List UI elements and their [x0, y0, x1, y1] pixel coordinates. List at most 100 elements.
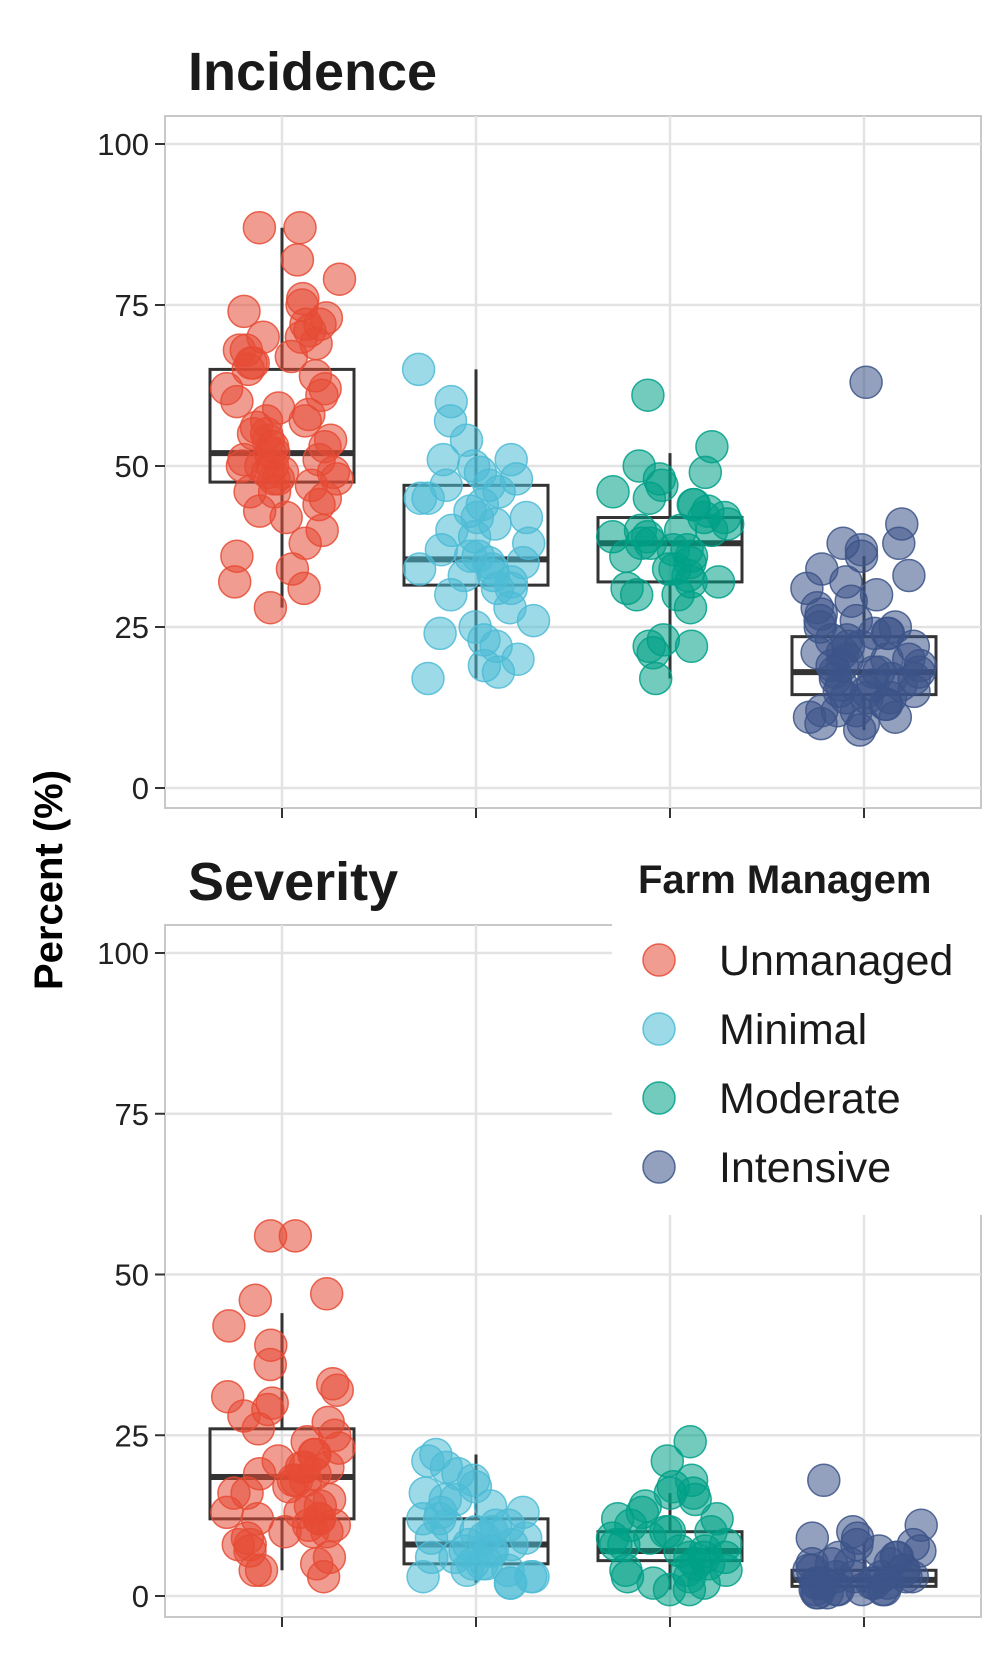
severity-point-unmanaged: [241, 1412, 275, 1446]
incidence-point-unmanaged: [257, 462, 291, 496]
severity-point-moderate: [649, 1514, 683, 1549]
severity-point-minimal: [508, 1521, 543, 1555]
incidence-point-intensive: [897, 674, 931, 709]
incidence-point-minimal: [494, 571, 529, 606]
incidence-point-unmanaged: [269, 500, 303, 535]
legend-title: Farm Managem: [638, 858, 931, 902]
incidence-point-intensive: [825, 648, 860, 683]
incidence-point-moderate: [596, 475, 630, 509]
severity-point-unmanaged: [233, 1527, 267, 1562]
severity-title: Severity: [188, 852, 398, 912]
severity-y-tick-label-50: 50: [115, 1258, 149, 1293]
severity-point-moderate: [673, 1540, 707, 1575]
severity-point-minimal: [478, 1508, 513, 1543]
incidence-point-unmanaged: [242, 210, 277, 245]
legend-item-minimal: Minimal: [642, 1006, 867, 1054]
severity-y-tick-label-100: 100: [97, 936, 149, 971]
incidence-point-moderate: [688, 455, 723, 490]
legend-swatch-intensive: [642, 1150, 676, 1184]
legend-label-minimal: Minimal: [719, 1006, 867, 1054]
incidence-point-minimal: [423, 616, 457, 651]
incidence-point-moderate: [674, 629, 709, 664]
severity-point-unmanaged: [295, 1514, 330, 1549]
severity-y-tick-label-0: 0: [132, 1579, 149, 1614]
severity-marks: [208, 1219, 938, 1610]
legend-background: [612, 845, 1003, 1215]
incidence-title: Incidence: [188, 42, 437, 102]
incidence-point-minimal: [411, 661, 445, 696]
severity-point-moderate: [652, 1572, 687, 1607]
incidence-point-minimal: [481, 655, 516, 689]
incidence-point-intensive: [857, 616, 892, 651]
incidence-point-minimal: [401, 352, 436, 387]
severity-point-unmanaged: [212, 1309, 246, 1343]
severity-point-minimal: [513, 1559, 548, 1594]
legend-label-moderate: Moderate: [719, 1075, 901, 1123]
incidence-point-unmanaged: [227, 294, 261, 329]
severity-point-unmanaged: [253, 1219, 288, 1253]
severity-point-unmanaged: [238, 1283, 273, 1317]
severity-point-unmanaged: [320, 1373, 354, 1407]
legend-swatch-moderate: [642, 1081, 676, 1115]
legend-item-intensive: Intensive: [642, 1144, 891, 1192]
incidence-point-moderate: [638, 661, 673, 696]
severity-y-axis: 0 25 50 75 100: [97, 936, 865, 1627]
incidence-point-intensive: [839, 693, 874, 728]
legend-label-intensive: Intensive: [719, 1144, 891, 1192]
severity-point-intensive: [807, 1463, 841, 1498]
legend-label-unmanaged: Unmanaged: [719, 937, 953, 985]
incidence-y-tick-label-100: 100: [97, 127, 149, 162]
incidence-y-axis: 0 25 50 75 100: [97, 127, 865, 818]
severity-point-minimal: [424, 1495, 458, 1530]
severity-point-unmanaged: [288, 1463, 323, 1498]
severity-point-moderate: [700, 1502, 734, 1536]
incidence-point-unmanaged: [316, 455, 351, 490]
incidence-panel: 0 25 50 75 100 Incidence: [97, 42, 982, 818]
legend-item-moderate: Moderate: [642, 1075, 901, 1123]
incidence-point-minimal: [402, 552, 437, 586]
severity-point-intensive: [795, 1547, 829, 1581]
incidence-y-tick-label-75: 75: [115, 288, 149, 323]
incidence-point-intensive: [844, 539, 879, 573]
incidence-point-moderate: [707, 500, 742, 535]
incidence-y-tick-label-25: 25: [115, 610, 149, 645]
incidence-point-moderate: [609, 539, 643, 573]
legend-swatch-unmanaged: [642, 943, 676, 977]
incidence-point-intensive: [878, 700, 913, 734]
severity-point-unmanaged: [230, 1476, 264, 1510]
incidence-point-unmanaged: [280, 243, 315, 277]
severity-point-unmanaged: [253, 1347, 288, 1382]
legend: Farm Managem Unmanaged Minimal Moderate Int…: [612, 845, 1003, 1215]
y-axis-label: Percent (%): [27, 770, 71, 990]
severity-point-moderate: [673, 1424, 707, 1459]
incidence-point-minimal: [429, 468, 463, 503]
incidence-point-intensive: [882, 526, 916, 561]
incidence-point-moderate: [619, 578, 654, 612]
incidence-point-minimal: [453, 539, 488, 573]
incidence-point-unmanaged: [222, 333, 257, 367]
incidence-point-intensive: [804, 706, 838, 741]
incidence-point-unmanaged: [284, 320, 319, 354]
severity-point-unmanaged: [309, 1277, 344, 1311]
severity-y-tick-label-75: 75: [115, 1097, 149, 1132]
legend-item-unmanaged: Unmanaged: [642, 937, 953, 985]
incidence-point-unmanaged: [322, 262, 357, 296]
incidence-point-moderate: [673, 590, 708, 625]
severity-point-unmanaged: [306, 1559, 341, 1594]
incidence-point-unmanaged: [253, 590, 288, 625]
incidence-point-moderate: [676, 487, 711, 522]
incidence-y-tick-label-0: 0: [132, 771, 149, 806]
legend-swatch-minimal: [642, 1012, 676, 1046]
incidence-marks: [208, 210, 938, 747]
incidence-point-minimal: [516, 603, 551, 638]
severity-point-minimal: [406, 1559, 440, 1594]
incidence-point-unmanaged: [287, 571, 321, 606]
incidence-point-intensive: [849, 365, 883, 400]
incidence-point-moderate: [632, 481, 667, 515]
incidence-point-unmanaged: [283, 210, 317, 245]
incidence-point-minimal: [509, 500, 544, 535]
incidence-point-unmanaged: [217, 565, 252, 599]
severity-point-minimal: [456, 1547, 490, 1581]
incidence-point-unmanaged: [288, 404, 322, 438]
